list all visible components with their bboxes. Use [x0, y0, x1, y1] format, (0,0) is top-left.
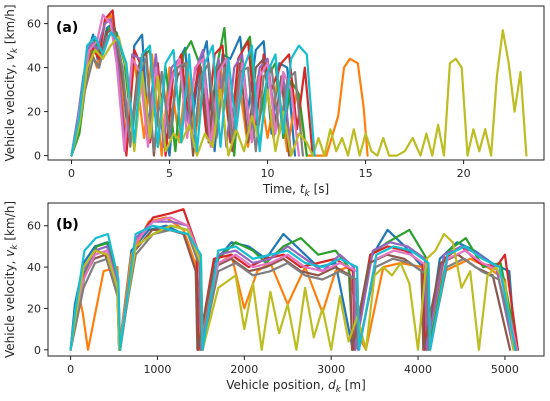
panel-b-series-10-line — [69, 224, 517, 351]
panel-b-x-tick-label: 4000 — [404, 363, 432, 376]
panel-a-x-tick-label: 20 — [457, 167, 471, 180]
panel-b-y-tick-label: 40 — [27, 261, 41, 274]
panel-b-x-tick-label: 0 — [67, 363, 74, 376]
panel-b-series-4-line — [69, 208, 519, 351]
panel-b-series-9-line — [69, 224, 515, 351]
panel-a-x-tick-label: 0 — [68, 167, 75, 180]
panel-a: 0 5 10 15 20 0 20 40 60 (a) — [27, 5, 545, 180]
panel-a-x-tick-label: 5 — [166, 167, 173, 180]
panel-b-y-tick-label: 0 — [34, 344, 41, 357]
panel-b-plot: 0 1000 2000 3000 4000 5000 0 20 40 60 — [27, 208, 519, 376]
panel-a-label: (a) — [56, 20, 78, 36]
panel-b-x-tick-label: 1000 — [143, 363, 171, 376]
panel-b-x-tick-label: 2000 — [230, 363, 258, 376]
panel-b-y-tick-label: 60 — [27, 220, 41, 233]
axis-labels: Time, tk [s] Vehicle velocity, vk [km/h] V… — [3, 4, 366, 395]
panel-a-y-tick-label: 20 — [27, 106, 41, 119]
panel-a-series-8-line — [70, 31, 304, 157]
panel-a-y-axis-label: Vehicle velocity, vk [km/h] — [3, 4, 20, 161]
panel-b-y-tick-label: 20 — [27, 302, 41, 315]
panel-b-y-axis-label: Vehicle velocity, vk [km/h] — [3, 201, 20, 358]
panel-a-frame — [47, 5, 545, 161]
panel-b-x-tick-label: 3000 — [317, 363, 345, 376]
panel-a-x-tick-label: 15 — [359, 167, 373, 180]
panel-b-label: (b) — [56, 217, 79, 233]
panel-a-y-tick-label: 0 — [34, 150, 41, 163]
panel-a-series-10-line — [70, 31, 316, 157]
panel-a-x-tick-label: 10 — [261, 167, 275, 180]
panel-b-x-axis-label: Vehicle position, dk [m] — [226, 378, 366, 395]
panel-a-y-tick-label: 40 — [27, 62, 41, 75]
panel-a-plot: 0 5 10 15 20 0 20 40 60 — [27, 9, 528, 180]
panel-b: 0 1000 2000 3000 4000 5000 0 20 40 60 (b) — [27, 202, 545, 376]
panel-a-x-axis-label: Time, tk [s] — [262, 182, 329, 199]
panel-b-x-tick-label: 5000 — [491, 363, 519, 376]
panel-a-series-7-line — [70, 13, 300, 157]
panel-a-y-tick-label: 60 — [27, 18, 41, 31]
panel-b-frame — [47, 202, 545, 357]
panel-a-series-9-line — [70, 29, 528, 157]
